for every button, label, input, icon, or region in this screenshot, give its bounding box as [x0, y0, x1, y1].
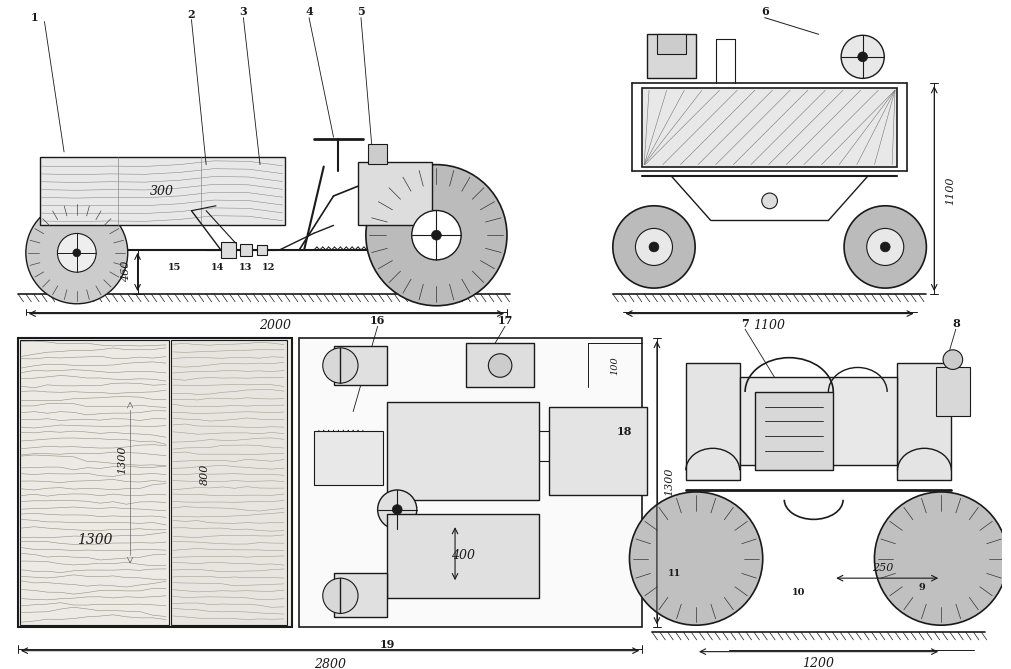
Bar	[299, 338, 642, 627]
Bar	[935, 367, 970, 417]
Circle shape	[366, 165, 507, 306]
Text: 4: 4	[305, 6, 312, 17]
Text: 100: 100	[610, 356, 619, 375]
Text: 1300: 1300	[117, 446, 127, 474]
Bar	[656, 34, 685, 54]
Bar	[754, 392, 832, 470]
Bar	[642, 88, 896, 167]
Text: 2000: 2000	[259, 319, 290, 332]
Bar	[739, 377, 896, 466]
Bar	[171, 340, 286, 626]
Circle shape	[843, 206, 925, 288]
Circle shape	[648, 242, 658, 252]
Bar	[313, 431, 382, 485]
Bar	[334, 573, 387, 617]
Circle shape	[761, 193, 776, 209]
Circle shape	[377, 490, 417, 529]
Circle shape	[431, 230, 441, 240]
Bar	[387, 402, 539, 500]
Circle shape	[874, 492, 1007, 626]
Circle shape	[323, 578, 358, 613]
Circle shape	[880, 242, 890, 252]
Text: 250: 250	[870, 563, 892, 573]
Text: 18: 18	[617, 425, 632, 437]
Text: 14: 14	[211, 263, 224, 272]
Bar	[39, 157, 284, 225]
Circle shape	[73, 249, 81, 257]
Bar	[220, 242, 236, 258]
Text: 6: 6	[760, 6, 767, 17]
Text: 1100: 1100	[944, 177, 954, 205]
Text: 12: 12	[262, 263, 275, 272]
Bar	[896, 363, 950, 480]
Text: 17: 17	[496, 315, 513, 326]
Bar	[241, 244, 252, 256]
Bar	[18, 338, 292, 627]
Circle shape	[857, 52, 866, 62]
Text: 1300: 1300	[664, 468, 674, 496]
Bar	[367, 144, 387, 164]
Circle shape	[635, 228, 672, 266]
Circle shape	[840, 35, 884, 78]
Bar	[334, 346, 387, 385]
Bar	[465, 343, 534, 387]
Text: 1: 1	[30, 12, 38, 23]
Text: 2: 2	[187, 9, 195, 20]
Text: 400: 400	[451, 549, 474, 562]
Text: 11: 11	[667, 569, 680, 578]
Bar	[358, 162, 431, 225]
Bar	[646, 34, 696, 78]
Text: 1100: 1100	[753, 319, 785, 332]
Text: 3: 3	[240, 6, 247, 17]
Text: 9: 9	[917, 583, 924, 593]
Circle shape	[942, 350, 961, 369]
Bar	[257, 245, 267, 255]
Circle shape	[392, 504, 401, 514]
Circle shape	[26, 202, 127, 304]
Circle shape	[411, 211, 461, 260]
Text: 1300: 1300	[77, 533, 112, 547]
Circle shape	[865, 228, 903, 266]
Text: 800: 800	[199, 463, 209, 484]
Circle shape	[323, 348, 358, 383]
Text: 300: 300	[150, 185, 174, 197]
Text: 15: 15	[168, 263, 181, 272]
Text: 460: 460	[120, 261, 130, 282]
Bar	[685, 363, 739, 480]
Circle shape	[613, 206, 695, 288]
Circle shape	[488, 354, 512, 377]
Text: 8: 8	[951, 318, 958, 329]
Bar	[387, 514, 539, 598]
Circle shape	[629, 492, 762, 626]
Text: 5: 5	[357, 6, 365, 17]
Text: 7: 7	[740, 318, 748, 329]
Text: 13: 13	[239, 263, 252, 272]
Circle shape	[58, 233, 96, 272]
Text: 19: 19	[379, 640, 394, 650]
Text: 2800: 2800	[313, 658, 346, 669]
Text: 16: 16	[370, 315, 385, 326]
Text: 10: 10	[792, 588, 805, 597]
Bar	[549, 407, 646, 495]
Bar	[20, 340, 169, 626]
Text: 1200: 1200	[802, 657, 834, 669]
